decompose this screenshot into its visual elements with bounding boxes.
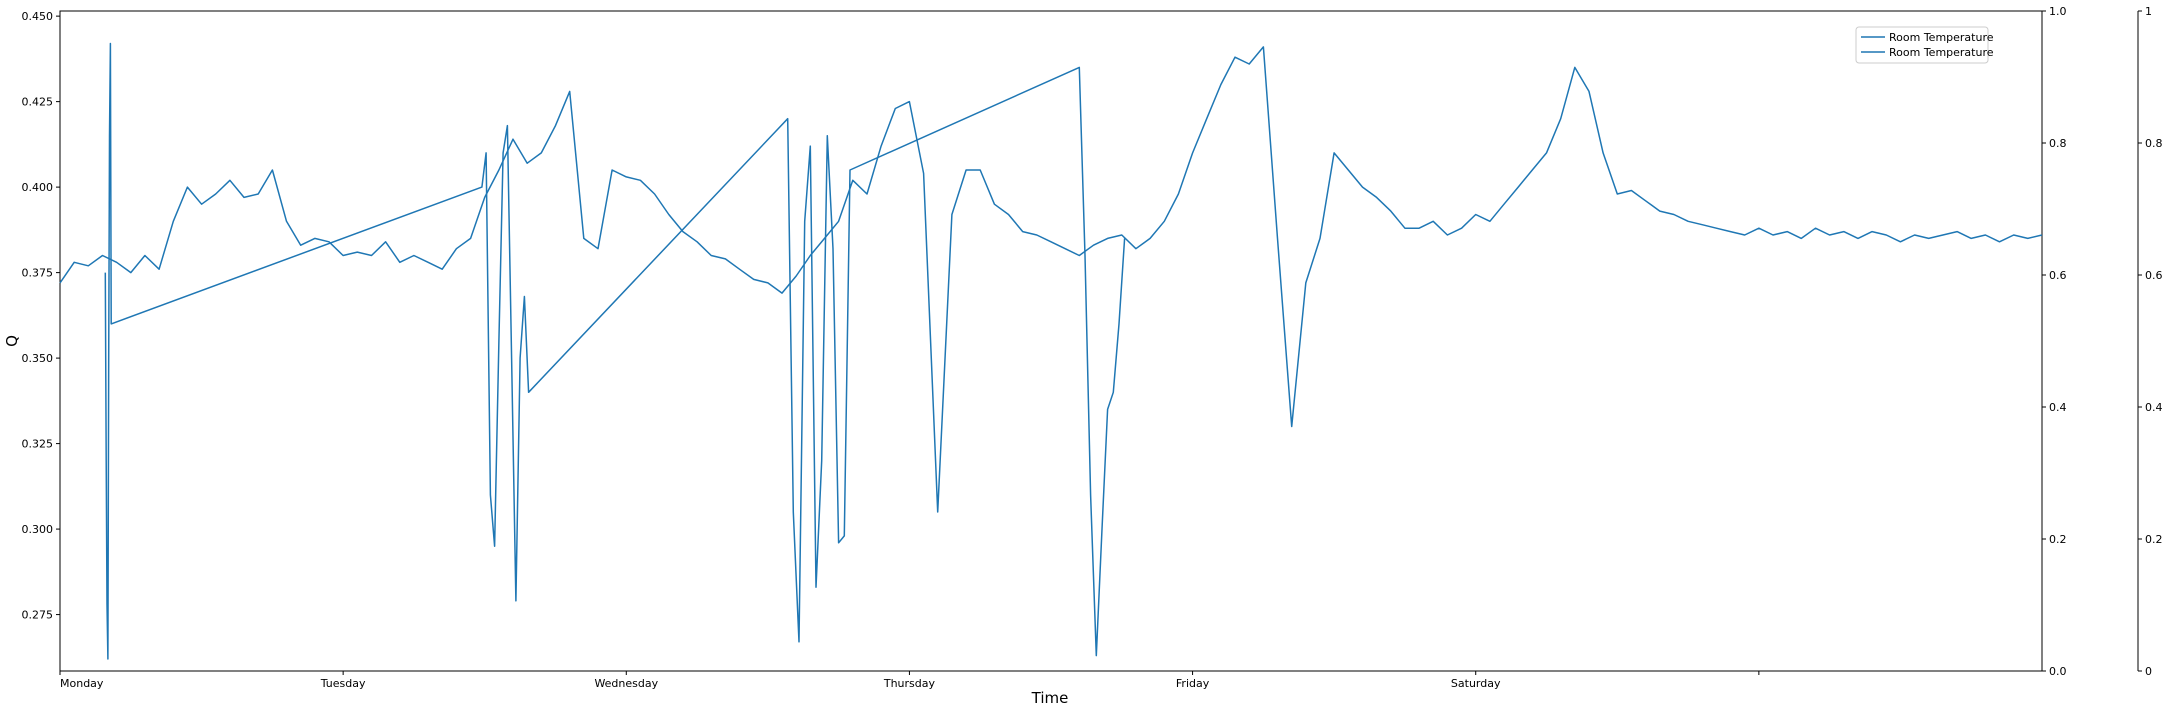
x-axis: Monday Tuesday Wednesday Thursday Friday Satu… — [59, 671, 1760, 690]
right-axis-2: 0 0.2 0.4 0.6 0.8 1 — [2137, 5, 2163, 678]
right-axis-2-tick-label: 0.6 — [2145, 269, 2163, 282]
right-tick-label: 1.0 — [2049, 5, 2067, 18]
legend-entry-1: Room Temperature — [1889, 31, 1994, 44]
series-line-1 — [59, 46, 2043, 513]
right-axis-2-tick-label: 0.2 — [2145, 533, 2163, 546]
x-tick-label: Friday — [1176, 677, 1210, 690]
y-tick-label: 0.275 — [22, 609, 54, 622]
right-tick-label: 0.6 — [2049, 269, 2067, 282]
series-line-2 — [104, 42, 1126, 660]
right-axis-2-tick-label: 0.4 — [2145, 401, 2163, 414]
series-layer — [59, 42, 2043, 660]
x-tick-label: Saturday — [1451, 677, 1501, 690]
x-tick-label: Monday — [60, 677, 104, 690]
y-tick-label: 0.400 — [22, 181, 54, 194]
y-axis-left: 0.275 0.300 0.325 0.350 0.375 0.400 0.425 0.450 — [22, 10, 60, 622]
right-tick-label: 0.8 — [2049, 137, 2067, 150]
x-axis-label: Time — [1031, 689, 1069, 707]
right-tick-label: 0.2 — [2049, 533, 2067, 546]
x-tick-label: Thursday — [883, 677, 936, 690]
y-tick-label: 0.350 — [22, 352, 54, 365]
right-axis-2-tick-label: 0 — [2145, 665, 2152, 678]
legend-box — [1855, 26, 1989, 64]
legend-entry-2: Room Temperature — [1889, 46, 1994, 59]
y-tick-label: 0.425 — [22, 96, 54, 109]
y-axis-label: Q — [3, 335, 21, 347]
x-tick-label: Tuesday — [320, 677, 366, 690]
y-tick-label: 0.300 — [22, 523, 54, 536]
y-tick-label: 0.450 — [22, 10, 54, 23]
right-axis-2-tick-label: 1 — [2145, 5, 2152, 18]
legend: Room Temperature Room Temperature — [1855, 26, 1994, 64]
plot-area — [59, 10, 2043, 672]
y-axis-right: 0.0 0.2 0.4 0.6 0.8 1.0 — [2042, 5, 2067, 678]
right-tick-label: 0.0 — [2049, 665, 2067, 678]
right-axis-2-tick-label: 0.8 — [2145, 137, 2163, 150]
right-tick-label: 0.4 — [2049, 401, 2067, 414]
x-tick-label: Wednesday — [594, 677, 658, 690]
y-tick-label: 0.375 — [22, 267, 54, 280]
y-tick-label: 0.325 — [22, 438, 54, 451]
